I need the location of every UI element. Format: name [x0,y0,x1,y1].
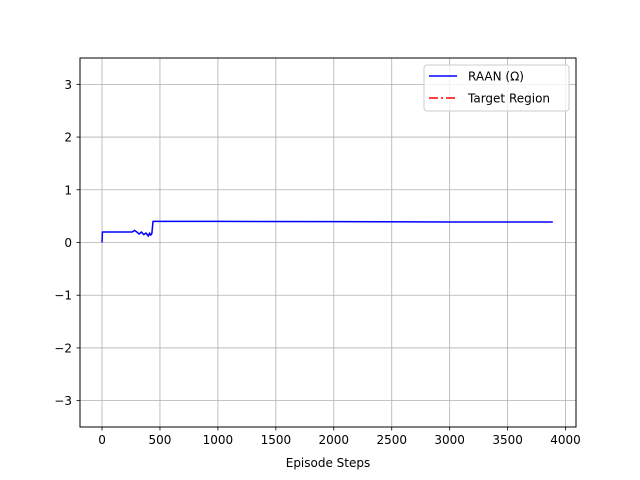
x-tick-label: 2000 [319,433,350,447]
y-tick-label: 1 [64,183,72,197]
y-tick-label: −1 [54,289,72,303]
x-tick-label: 3500 [492,433,523,447]
x-tick-label: 2500 [376,433,407,447]
legend-label: RAAN (Ω) [468,70,524,84]
axis-ticks: 0 500 1000 1500 2000 2500 3000 3500 4000 −3 −2 −1 0 1… [54,78,581,447]
y-tick-label: −3 [54,394,72,408]
legend: RAAN (Ω) Target Region [423,64,570,112]
x-tick-label: 0 [98,433,106,447]
legend-box [423,64,570,112]
x-tick-label: 1500 [261,433,292,447]
y-tick-label: −2 [54,341,72,355]
x-tick-label: 500 [149,433,172,447]
series-line [101,220,553,243]
legend-label: Target Region [467,92,550,106]
y-tick-label: 0 [64,236,72,250]
x-tick-label: 4000 [550,433,581,447]
y-tick-label: 2 [64,131,72,145]
x-tick-label: 3000 [434,433,465,447]
y-tick-label: 3 [64,78,72,92]
x-axis-label: Episode Steps [286,456,371,470]
x-tick-label: 1000 [203,433,234,447]
series-lines [101,220,553,243]
